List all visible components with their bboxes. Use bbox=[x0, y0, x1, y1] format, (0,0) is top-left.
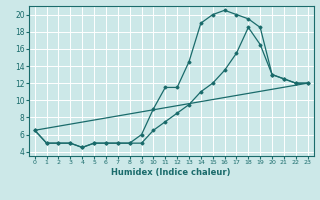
X-axis label: Humidex (Indice chaleur): Humidex (Indice chaleur) bbox=[111, 168, 231, 177]
